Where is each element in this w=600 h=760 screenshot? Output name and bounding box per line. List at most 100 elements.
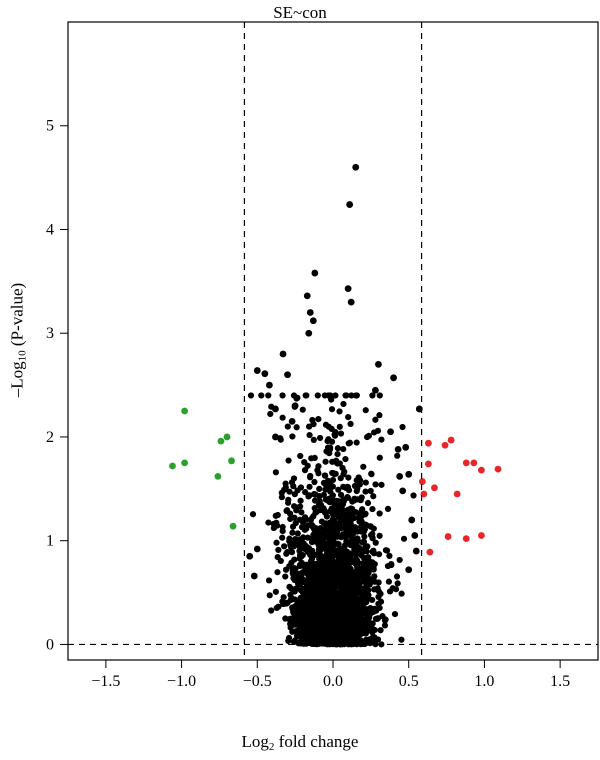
data-point	[311, 534, 319, 541]
data-point	[332, 503, 339, 511]
data-point	[431, 484, 438, 492]
data-point	[290, 503, 298, 510]
data-point	[311, 491, 318, 498]
data-point	[322, 472, 329, 479]
data-point	[308, 516, 315, 523]
data-point	[320, 505, 327, 512]
data-point	[294, 530, 301, 537]
data-point	[425, 439, 432, 447]
data-point	[299, 406, 306, 413]
data-point	[326, 636, 333, 643]
y-tick-label: 0	[46, 636, 54, 653]
data-point	[378, 436, 385, 443]
data-point	[340, 496, 347, 503]
data-point	[365, 554, 372, 561]
data-point	[289, 529, 296, 536]
data-point	[321, 563, 328, 570]
data-point	[325, 557, 332, 564]
data-point	[385, 578, 393, 585]
data-point	[275, 603, 282, 610]
data-point	[302, 392, 309, 399]
data-point	[330, 537, 337, 544]
data-point	[381, 622, 389, 629]
data-point	[336, 408, 343, 415]
data-point	[376, 532, 383, 539]
data-point	[340, 564, 347, 571]
data-point	[345, 413, 352, 421]
data-point	[359, 624, 366, 631]
data-point	[326, 519, 333, 527]
data-point	[305, 329, 313, 337]
data-point	[294, 487, 301, 494]
data-point	[302, 489, 309, 496]
data-point	[372, 416, 379, 423]
data-point	[325, 495, 333, 502]
data-point	[300, 586, 307, 593]
data-point	[362, 488, 369, 495]
data-point	[357, 565, 365, 573]
data-point	[376, 510, 383, 517]
data-point	[405, 566, 413, 574]
data-point	[311, 628, 318, 636]
data-point	[350, 583, 357, 590]
data-point	[327, 488, 334, 495]
data-point	[306, 483, 313, 490]
data-point	[342, 392, 349, 399]
data-point	[376, 392, 383, 399]
y-tick-label: 2	[46, 429, 54, 446]
data-point	[371, 573, 378, 580]
data-point	[311, 497, 319, 504]
data-point	[347, 550, 354, 557]
data-point	[335, 541, 342, 548]
data-point	[352, 163, 360, 171]
data-point	[339, 555, 347, 562]
data-point	[297, 571, 304, 578]
data-point	[282, 573, 289, 580]
data-point	[298, 625, 305, 632]
data-point	[303, 292, 311, 300]
data-point	[347, 420, 354, 428]
data-point	[316, 493, 323, 500]
data-point	[265, 392, 272, 399]
data-point	[364, 586, 371, 594]
data-point	[391, 610, 399, 618]
data-point	[400, 535, 408, 542]
data-point	[349, 498, 356, 505]
data-point	[214, 472, 222, 480]
data-point	[376, 604, 383, 612]
data-point	[335, 624, 342, 631]
data-point	[394, 452, 401, 459]
data-point	[335, 615, 342, 623]
data-point	[272, 405, 279, 413]
data-point	[286, 510, 294, 517]
data-point	[288, 595, 296, 602]
data-point	[317, 538, 324, 545]
data-point	[333, 533, 341, 540]
x-axis-label: Log2 fold change	[241, 732, 359, 753]
data-point	[324, 477, 332, 484]
y-tick-label: 4	[46, 221, 54, 238]
data-point	[346, 620, 353, 627]
data-point	[279, 527, 286, 535]
data-point	[362, 510, 369, 517]
chart-title: SE~con	[273, 3, 327, 22]
data-point	[334, 509, 341, 516]
data-point	[272, 433, 279, 441]
data-point	[462, 535, 470, 543]
data-point	[368, 471, 375, 478]
data-point	[344, 633, 351, 641]
data-point	[273, 539, 280, 546]
data-point	[340, 609, 348, 617]
data-point	[265, 577, 273, 584]
data-point	[444, 533, 452, 540]
data-point	[309, 576, 316, 583]
y-axis-label: –Log10 (P-value)	[7, 282, 29, 398]
data-point	[291, 565, 298, 572]
data-point	[278, 489, 285, 496]
data-point	[247, 392, 255, 399]
data-point	[274, 511, 281, 519]
data-point	[329, 565, 336, 572]
data-point	[342, 456, 349, 463]
data-point	[361, 629, 368, 636]
data-point	[323, 545, 330, 552]
